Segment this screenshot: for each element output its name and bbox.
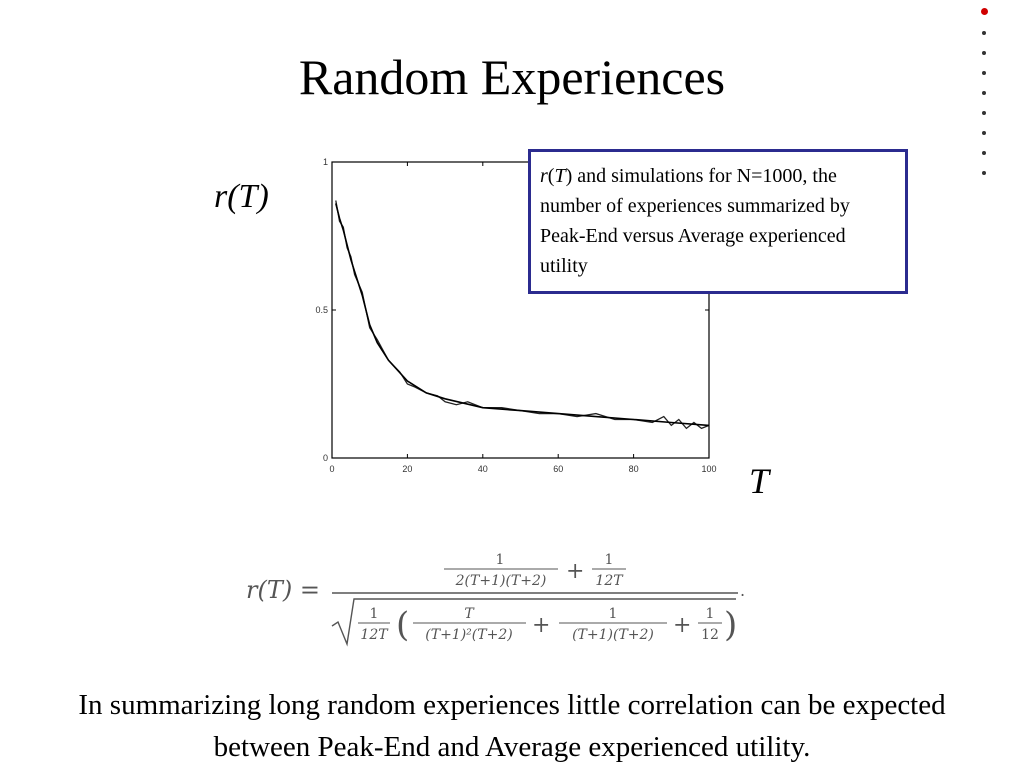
chart-svg: 0 20 40 60 80 100 0 0.5 1 xyxy=(315,157,716,474)
formula-num1-bottom: 2(T+1)(T+2) xyxy=(455,573,547,589)
y-tick-label: 1 xyxy=(323,157,328,167)
x-tick-label: 80 xyxy=(629,464,639,474)
formula-den-plus1: + xyxy=(532,613,550,638)
callout-T: T xyxy=(554,165,566,187)
formula-den-plus2: + xyxy=(673,613,691,638)
nav-dot[interactable] xyxy=(980,8,988,15)
nav-dot[interactable] xyxy=(982,51,986,55)
formula-sqrt xyxy=(331,598,736,647)
callout-box: r(T) and simulations for N=1000, the num… xyxy=(528,149,908,294)
formula-lhs: r(T) = xyxy=(246,576,320,604)
formula-num2-top: 1 xyxy=(605,552,614,568)
formula-den-b-top: T xyxy=(464,606,475,622)
nav-dot[interactable] xyxy=(982,31,986,35)
formula-den-a-bottom: 12T xyxy=(360,627,389,643)
chart: 0 20 40 60 80 100 0 0.5 1 xyxy=(300,150,720,495)
formula-paren-left: ( xyxy=(396,605,409,645)
nav-dot[interactable] xyxy=(982,111,986,115)
nav-dot[interactable] xyxy=(982,131,986,135)
y-axis-label: r(T) xyxy=(214,178,269,215)
nav-dot[interactable] xyxy=(982,71,986,75)
formula-svg: r(T) = 1 2(T+1)(T+2) + 1 12T . 1 12T ( T… xyxy=(246,552,745,647)
tick-labels: 0 20 40 60 80 100 0 0.5 1 xyxy=(315,157,716,474)
formula-den-c-top: 1 xyxy=(609,606,618,622)
theory-line xyxy=(335,203,710,427)
callout-r: r xyxy=(540,165,548,187)
x-tick-label: 0 xyxy=(329,464,334,474)
x-tick-label: 100 xyxy=(701,464,716,474)
formula: r(T) = 1 2(T+1)(T+2) + 1 12T . 1 12T ( T… xyxy=(246,548,766,648)
callout-open: ( xyxy=(547,165,555,187)
formula-den-a-top: 1 xyxy=(370,606,379,622)
nav-dot[interactable] xyxy=(982,151,986,155)
slide-title: Random Experiences xyxy=(298,49,726,105)
formula-num-plus: + xyxy=(566,559,584,584)
formula-den-d-bottom: 12 xyxy=(701,627,719,643)
x-axis-label: T xyxy=(749,461,770,501)
callout-text: ) and simulations for N=1000, the number… xyxy=(540,165,850,277)
formula-den-d-top: 1 xyxy=(706,606,715,622)
formula-num2-bottom: 12T xyxy=(595,573,624,589)
nav-dot[interactable] xyxy=(982,171,986,175)
formula-num1-top: 1 xyxy=(496,552,505,568)
formula-den-b-bottom: (T+1)²(T+2) xyxy=(425,627,512,643)
x-tick-label: 60 xyxy=(553,464,563,474)
y-tick-label: 0 xyxy=(323,453,328,463)
formula-period: . xyxy=(740,581,745,600)
slide-nav-dots[interactable] xyxy=(976,8,992,191)
x-tick-label: 20 xyxy=(402,464,412,474)
formula-paren-right: ) xyxy=(724,605,737,645)
formula-den-c-bottom: (T+1)(T+2) xyxy=(572,627,654,643)
nav-dot[interactable] xyxy=(982,91,986,95)
slide-caption: In summarizing long random experiences l… xyxy=(78,689,946,763)
x-tick-label: 40 xyxy=(478,464,488,474)
y-tick-label: 0.5 xyxy=(315,305,328,315)
